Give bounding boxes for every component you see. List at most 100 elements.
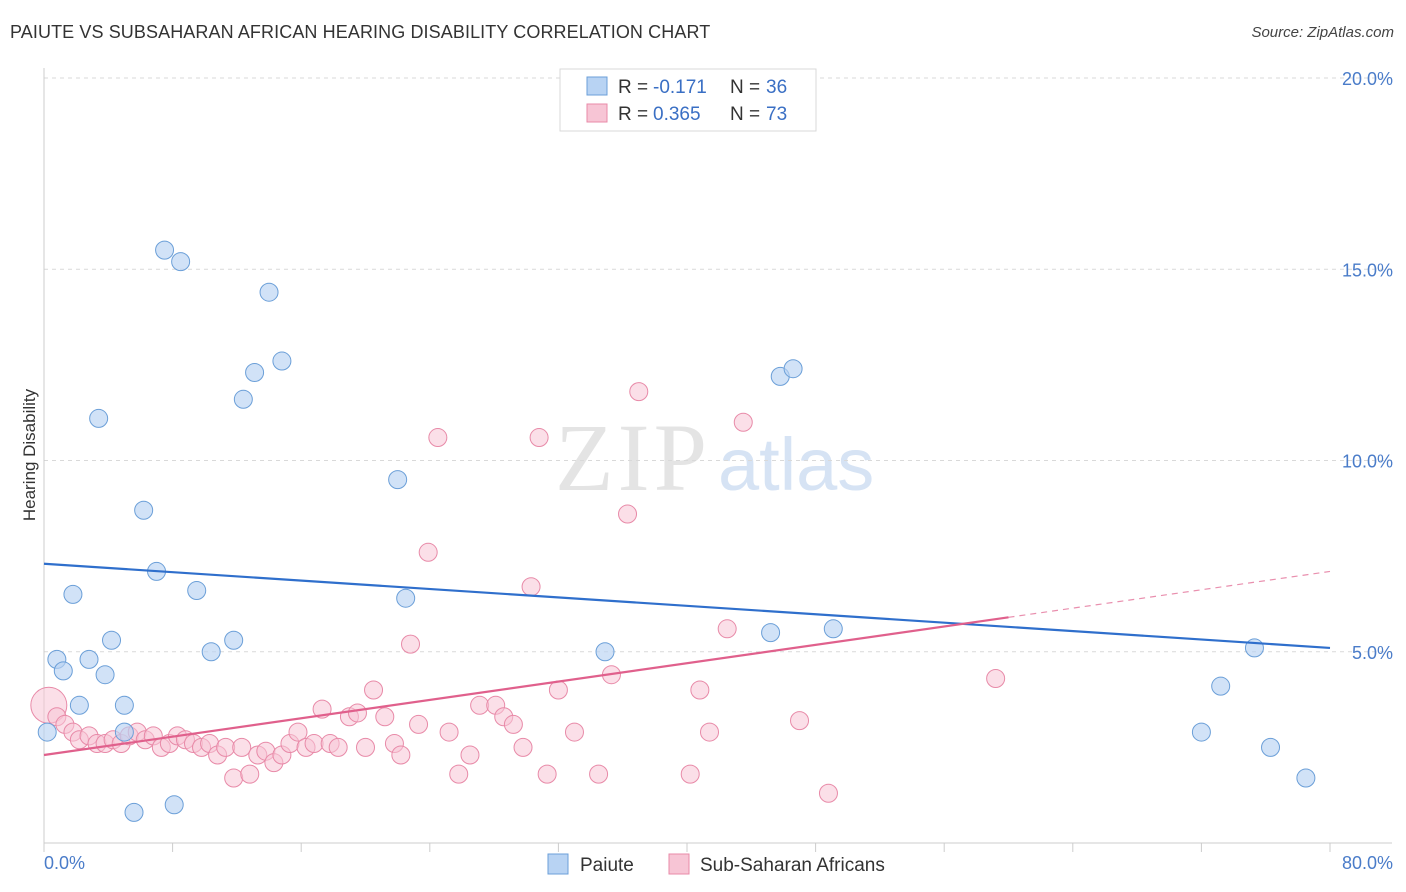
legend-swatch-ssa xyxy=(586,103,608,123)
y-axis-label: Hearing Disability xyxy=(20,388,39,521)
point-ssa xyxy=(548,680,568,700)
y-tick-label: 10.0% xyxy=(1342,452,1393,472)
point-ssa xyxy=(529,428,549,448)
legend-swatch-paiute xyxy=(586,76,608,96)
bottom-legend-paiute: Paiute xyxy=(580,855,634,876)
y-tick-label: 5.0% xyxy=(1352,643,1393,663)
y-tick-label: 20.0% xyxy=(1342,69,1393,89)
point-paiute xyxy=(79,649,99,669)
point-ssa xyxy=(391,745,411,765)
watermark-atlas: atlas xyxy=(718,423,874,506)
y-tick-label: 15.0% xyxy=(1342,260,1393,280)
point-paiute xyxy=(272,351,292,371)
trend-line-paiute xyxy=(43,562,1331,650)
point-ssa xyxy=(589,764,609,784)
point-paiute xyxy=(37,722,57,742)
point-ssa xyxy=(717,619,737,639)
point-ssa xyxy=(690,680,710,700)
chart-title: PAIUTE VS SUBSAHARAN AFRICAN HEARING DIS… xyxy=(10,22,711,42)
point-ssa xyxy=(232,737,252,757)
point-paiute xyxy=(595,642,615,662)
point-paiute xyxy=(233,389,253,409)
point-ssa xyxy=(328,737,348,757)
legend-r-value-paiute: -0.171 xyxy=(653,77,707,98)
legend-n-label-paiute: N = xyxy=(730,77,760,98)
point-ssa xyxy=(347,703,367,723)
point-paiute xyxy=(114,695,134,715)
legend-r-value-ssa: 0.365 xyxy=(653,104,701,125)
point-ssa xyxy=(409,714,429,734)
point-ssa xyxy=(618,504,638,524)
trend-line-ssa xyxy=(43,616,1009,757)
point-paiute xyxy=(171,252,191,272)
point-paiute xyxy=(155,240,175,260)
point-ssa xyxy=(460,745,480,765)
legend-n-value-paiute: 36 xyxy=(766,77,787,98)
point-ssa xyxy=(375,707,395,727)
point-ssa xyxy=(449,764,469,784)
point-paiute xyxy=(95,665,115,685)
bottom-legend: Paiute Sub-Saharan Africans xyxy=(547,853,885,876)
point-paiute xyxy=(761,623,781,643)
watermark-zip: ZIP xyxy=(555,404,711,511)
trend-lines xyxy=(43,562,1331,757)
point-paiute xyxy=(102,630,122,650)
legend-n-value-ssa: 73 xyxy=(766,104,787,125)
point-ssa xyxy=(680,764,700,784)
point-ssa xyxy=(364,680,384,700)
point-paiute xyxy=(783,359,803,379)
point-paiute xyxy=(1296,768,1316,788)
legend-r-label-paiute: R = xyxy=(618,77,648,98)
point-paiute xyxy=(89,408,109,428)
point-ssa xyxy=(216,737,236,757)
point-ssa xyxy=(503,714,523,734)
point-ssa xyxy=(700,722,720,742)
legend-r-label-ssa: R = xyxy=(618,104,648,125)
point-ssa xyxy=(564,722,584,742)
point-paiute xyxy=(114,722,134,742)
point-paiute xyxy=(396,588,416,608)
point-paiute xyxy=(134,500,154,520)
point-paiute xyxy=(1261,737,1281,757)
point-paiute xyxy=(1191,722,1211,742)
bottom-legend-ssa: Sub-Saharan Africans xyxy=(700,855,885,876)
point-ssa xyxy=(356,737,375,757)
grid-lines xyxy=(44,77,1392,653)
x-tick-labels: 0.0% 80.0% xyxy=(44,853,1393,873)
point-ssa xyxy=(304,734,324,754)
series-paiute-points xyxy=(37,240,1316,822)
point-ssa xyxy=(401,634,421,654)
point-ssa xyxy=(288,722,308,742)
point-ssa xyxy=(224,768,244,788)
x-tick-label: 0.0% xyxy=(44,853,85,873)
point-paiute xyxy=(224,630,244,650)
point-paiute xyxy=(124,802,144,822)
point-ssa xyxy=(790,711,810,731)
point-ssa xyxy=(470,695,490,715)
y-tick-labels: 5.0% 10.0% 15.0% 20.0% xyxy=(1342,69,1393,663)
source-credit: Source: ZipAtlas.com xyxy=(1251,24,1394,41)
point-ssa xyxy=(733,412,753,432)
trend-line-ssa-extrapolated xyxy=(1008,570,1331,618)
point-ssa xyxy=(418,542,438,562)
point-paiute xyxy=(259,282,279,302)
point-ssa xyxy=(240,764,260,784)
point-ssa xyxy=(428,428,448,448)
bottom-legend-swatch-paiute xyxy=(547,853,569,875)
point-paiute xyxy=(53,661,73,681)
point-paiute xyxy=(201,642,221,662)
bottom-legend-swatch-ssa xyxy=(668,853,690,875)
legend-n-label-ssa: N = xyxy=(730,104,760,125)
point-paiute xyxy=(245,363,265,383)
legend-box: R = -0.171 N = 36 R = 0.365 N = 73 xyxy=(559,68,817,132)
point-ssa xyxy=(537,764,557,784)
point-ssa xyxy=(629,382,649,402)
point-paiute xyxy=(823,619,843,639)
x-tick-label: 80.0% xyxy=(1342,853,1393,873)
point-paiute xyxy=(187,581,207,601)
point-ssa xyxy=(986,669,1006,689)
point-paiute xyxy=(1211,676,1231,696)
point-paiute xyxy=(69,695,89,715)
point-ssa xyxy=(513,737,533,757)
